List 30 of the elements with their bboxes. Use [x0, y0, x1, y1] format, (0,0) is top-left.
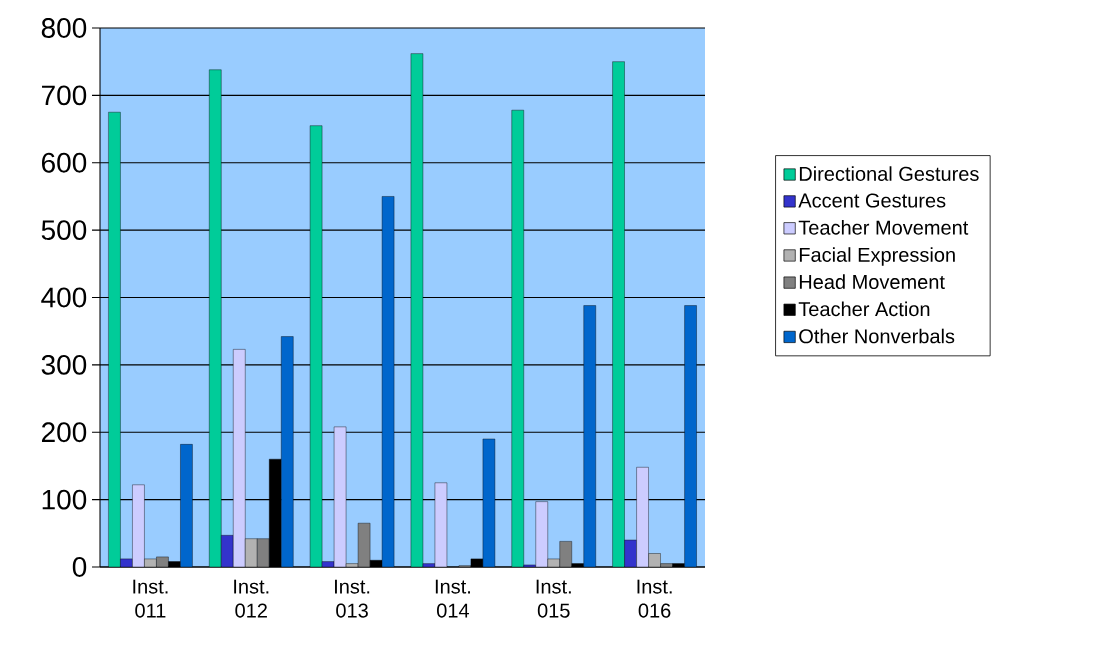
- bar: [612, 61, 625, 567]
- legend-label: Teacher Action: [798, 301, 930, 317]
- legend-label: Head Movement: [799, 274, 945, 290]
- bar: [233, 349, 246, 567]
- x-tick-label: Inst. 015: [536, 579, 571, 618]
- y-tick-label: 700: [42, 85, 87, 106]
- bar: [132, 484, 145, 567]
- legend-label: Other Nonverbals: [799, 328, 955, 344]
- legend-label: Facial Expression: [799, 247, 955, 266]
- y-tick-label: 400: [41, 287, 87, 308]
- bar: [108, 112, 121, 567]
- y-tick-label: 100: [42, 489, 87, 510]
- x-tick-label: Inst. 016: [637, 579, 672, 618]
- y-tick-label: 300: [41, 354, 87, 375]
- y-tick-label: 600: [42, 152, 87, 173]
- x-tick-label: Inst. 013: [335, 579, 370, 618]
- x-tick-label: Inst. 012: [234, 579, 269, 618]
- legend-label: Directional Gestures: [799, 166, 979, 181]
- bar: [511, 109, 524, 567]
- legend-label: Teacher Movement: [798, 220, 969, 235]
- bar: [535, 501, 548, 567]
- y-tick-label: 800: [41, 18, 87, 38]
- legend-label: Accent Gestures: [798, 193, 946, 208]
- y-tick-label: 200: [41, 422, 87, 443]
- x-tick-label: Inst. 014: [435, 579, 470, 618]
- bar: [209, 69, 222, 567]
- y-tick-label: 0: [72, 557, 87, 577]
- x-tick-label: Inst. 011: [133, 579, 168, 618]
- bar: [636, 467, 649, 567]
- y-tick-label: 500: [41, 220, 87, 241]
